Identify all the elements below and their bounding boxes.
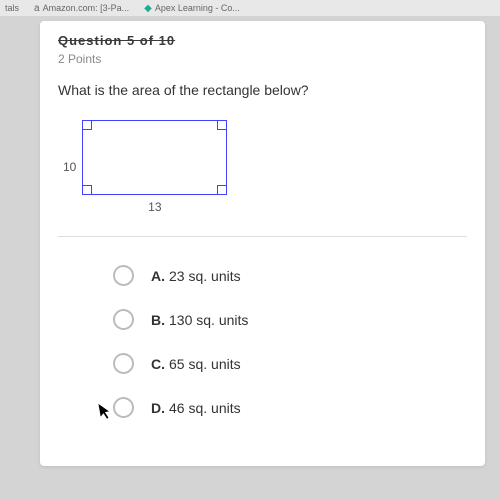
answer-choices: A. 23 sq. units B. 130 sq. units C. 65 s… — [113, 265, 467, 418]
choice-letter: B. — [151, 312, 165, 328]
rectangle-shape — [82, 120, 227, 195]
divider — [58, 236, 467, 237]
amazon-icon: a — [34, 3, 40, 14]
right-angle-icon — [217, 121, 226, 130]
choice-text: 46 sq. units — [169, 400, 241, 416]
question-text: What is the area of the rectangle below? — [58, 82, 467, 98]
question-card: Question 5 of 10 2 Points What is the ar… — [40, 21, 485, 466]
apex-icon: ◆ — [144, 3, 152, 14]
choice-b[interactable]: B. 130 sq. units — [113, 309, 467, 330]
radio-button[interactable] — [113, 265, 134, 286]
choice-a[interactable]: A. 23 sq. units — [113, 265, 467, 286]
question-number: Question 5 of 10 — [58, 33, 467, 48]
choice-text: 23 sq. units — [169, 268, 241, 284]
choice-c[interactable]: C. 65 sq. units — [113, 353, 467, 374]
height-label: 10 — [63, 160, 76, 174]
choice-letter: A. — [151, 268, 165, 284]
width-label: 13 — [148, 200, 161, 214]
choice-text: 130 sq. units — [169, 312, 248, 328]
points-label: 2 Points — [58, 52, 467, 66]
choice-text: 65 sq. units — [169, 356, 241, 372]
right-angle-icon — [217, 185, 226, 194]
browser-tab-strip: tals a Amazon.com: [3-Pa... ◆ Apex Learn… — [0, 0, 500, 16]
tab-1[interactable]: tals — [5, 3, 19, 13]
choice-letter: C. — [151, 356, 165, 372]
tab-label: Amazon.com: [3-Pa... — [43, 3, 130, 13]
tab-3[interactable]: ◆ Apex Learning - Co... — [144, 3, 240, 14]
tab-label: tals — [5, 3, 19, 13]
tab-label: Apex Learning - Co... — [155, 3, 240, 13]
right-angle-icon — [83, 185, 92, 194]
right-angle-icon — [83, 121, 92, 130]
tab-2[interactable]: a Amazon.com: [3-Pa... — [34, 3, 129, 14]
radio-button[interactable] — [113, 309, 134, 330]
radio-button[interactable] — [113, 353, 134, 374]
rectangle-diagram: 10 13 — [63, 120, 467, 214]
radio-button[interactable] — [113, 397, 134, 418]
choice-letter: D. — [151, 400, 165, 416]
choice-d[interactable]: D. 46 sq. units — [113, 397, 467, 418]
